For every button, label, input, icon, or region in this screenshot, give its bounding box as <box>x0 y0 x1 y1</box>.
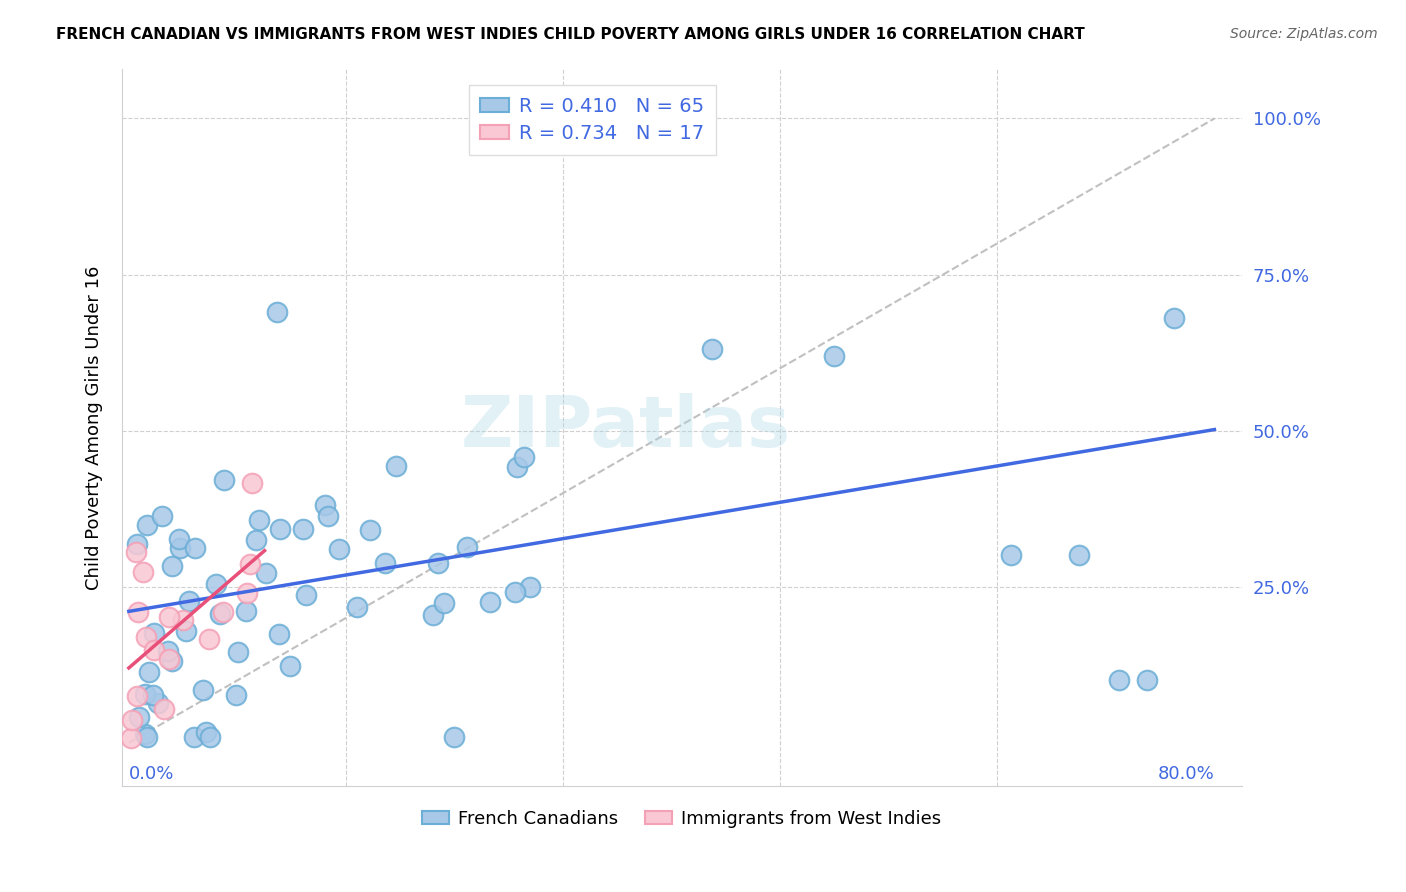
Point <box>150 508 173 523</box>
Point <box>427 556 450 570</box>
Point <box>208 607 231 621</box>
Point <box>198 730 221 744</box>
Point <box>125 537 148 551</box>
Point <box>162 558 184 573</box>
Point <box>153 702 176 716</box>
Point <box>346 600 368 615</box>
Point <box>134 727 156 741</box>
Text: 0.0%: 0.0% <box>129 765 174 783</box>
Point <box>433 596 456 610</box>
Point <box>235 585 257 599</box>
Point <box>135 518 157 533</box>
Point <box>240 475 263 490</box>
Legend: French Canadians, Immigrants from West Indies: French Canadians, Immigrants from West I… <box>415 803 949 835</box>
Point <box>157 652 180 666</box>
Point <box>138 665 160 679</box>
Point <box>292 522 315 536</box>
Point <box>167 532 190 546</box>
Text: ZIPatlas: ZIPatlas <box>461 393 792 462</box>
Point <box>177 594 200 608</box>
Point <box>506 460 529 475</box>
Text: 80.0%: 80.0% <box>1157 765 1215 783</box>
Point <box>456 540 478 554</box>
Point <box>143 626 166 640</box>
Point <box>212 605 235 619</box>
Point <box>124 545 146 559</box>
Point <box>1108 673 1130 688</box>
Point <box>156 644 179 658</box>
Point <box>127 605 149 619</box>
Point <box>235 604 257 618</box>
Point <box>295 588 318 602</box>
Point <box>157 610 180 624</box>
Point <box>226 645 249 659</box>
Point <box>328 541 350 556</box>
Text: FRENCH CANADIAN VS IMMIGRANTS FROM WEST INDIES CHILD POVERTY AMONG GIRLS UNDER 1: FRENCH CANADIAN VS IMMIGRANTS FROM WEST … <box>56 27 1085 42</box>
Point <box>266 305 288 319</box>
Point <box>212 473 235 487</box>
Point <box>169 541 191 555</box>
Point <box>278 659 301 673</box>
Point <box>269 522 291 536</box>
Point <box>1067 549 1090 563</box>
Point <box>824 349 846 363</box>
Point <box>558 127 581 141</box>
Point <box>183 730 205 744</box>
Point <box>479 595 502 609</box>
Point <box>198 632 221 646</box>
Point <box>120 731 142 745</box>
Point <box>132 566 155 580</box>
Point <box>702 343 724 357</box>
Point <box>160 654 183 668</box>
Point <box>135 730 157 744</box>
Point <box>134 687 156 701</box>
Point <box>194 724 217 739</box>
Point <box>269 627 291 641</box>
Point <box>519 580 541 594</box>
Point <box>121 713 143 727</box>
Point <box>374 556 396 570</box>
Point <box>443 730 465 744</box>
Point <box>247 513 270 527</box>
Point <box>142 642 165 657</box>
Point <box>385 459 408 474</box>
Point <box>1163 311 1185 326</box>
Point <box>1136 673 1159 688</box>
Point <box>184 541 207 555</box>
Point <box>127 689 149 703</box>
Point <box>128 709 150 723</box>
Point <box>1000 549 1022 563</box>
Point <box>531 127 554 141</box>
Point <box>225 688 247 702</box>
Point <box>512 450 534 464</box>
Text: Source: ZipAtlas.com: Source: ZipAtlas.com <box>1230 27 1378 41</box>
Point <box>503 584 526 599</box>
Point <box>148 697 170 711</box>
Point <box>314 498 336 512</box>
Point <box>239 557 262 571</box>
Point <box>204 576 226 591</box>
Point <box>316 509 339 524</box>
Point <box>256 566 278 580</box>
Point <box>422 607 444 622</box>
Point <box>359 523 381 537</box>
Y-axis label: Child Poverty Among Girls Under 16: Child Poverty Among Girls Under 16 <box>86 265 103 590</box>
Point <box>172 613 194 627</box>
Point <box>191 682 214 697</box>
Point <box>135 631 157 645</box>
Point <box>176 624 198 638</box>
Point <box>245 533 267 547</box>
Point <box>142 688 165 702</box>
